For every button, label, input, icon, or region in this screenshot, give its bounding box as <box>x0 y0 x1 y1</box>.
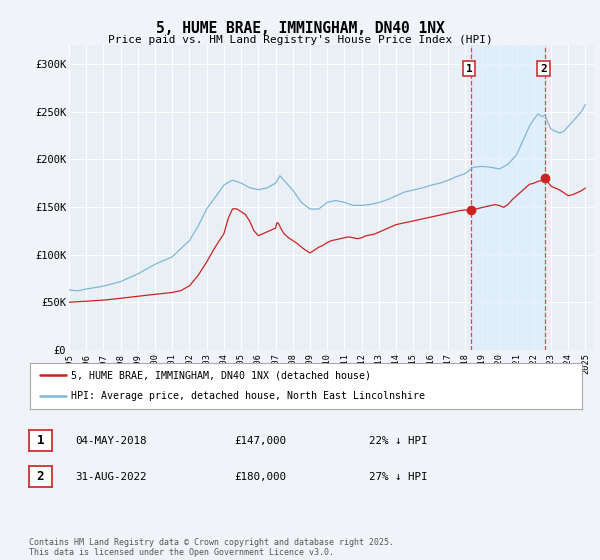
Text: 1: 1 <box>466 64 472 74</box>
Text: 27% ↓ HPI: 27% ↓ HPI <box>369 472 427 482</box>
Text: 2: 2 <box>540 64 547 74</box>
Text: 1: 1 <box>37 433 44 447</box>
Text: HPI: Average price, detached house, North East Lincolnshire: HPI: Average price, detached house, Nort… <box>71 391 425 402</box>
Text: £147,000: £147,000 <box>234 436 286 446</box>
Text: 04-MAY-2018: 04-MAY-2018 <box>75 436 146 446</box>
Text: 31-AUG-2022: 31-AUG-2022 <box>75 472 146 482</box>
Text: Price paid vs. HM Land Registry's House Price Index (HPI): Price paid vs. HM Land Registry's House … <box>107 35 493 45</box>
Text: 5, HUME BRAE, IMMINGHAM, DN40 1NX: 5, HUME BRAE, IMMINGHAM, DN40 1NX <box>155 21 445 36</box>
Bar <box>471 45 545 350</box>
Text: £180,000: £180,000 <box>234 472 286 482</box>
Text: 2: 2 <box>37 470 44 483</box>
Text: 22% ↓ HPI: 22% ↓ HPI <box>369 436 427 446</box>
Text: 5, HUME BRAE, IMMINGHAM, DN40 1NX (detached house): 5, HUME BRAE, IMMINGHAM, DN40 1NX (detac… <box>71 370 371 380</box>
Text: Contains HM Land Registry data © Crown copyright and database right 2025.
This d: Contains HM Land Registry data © Crown c… <box>29 538 394 557</box>
